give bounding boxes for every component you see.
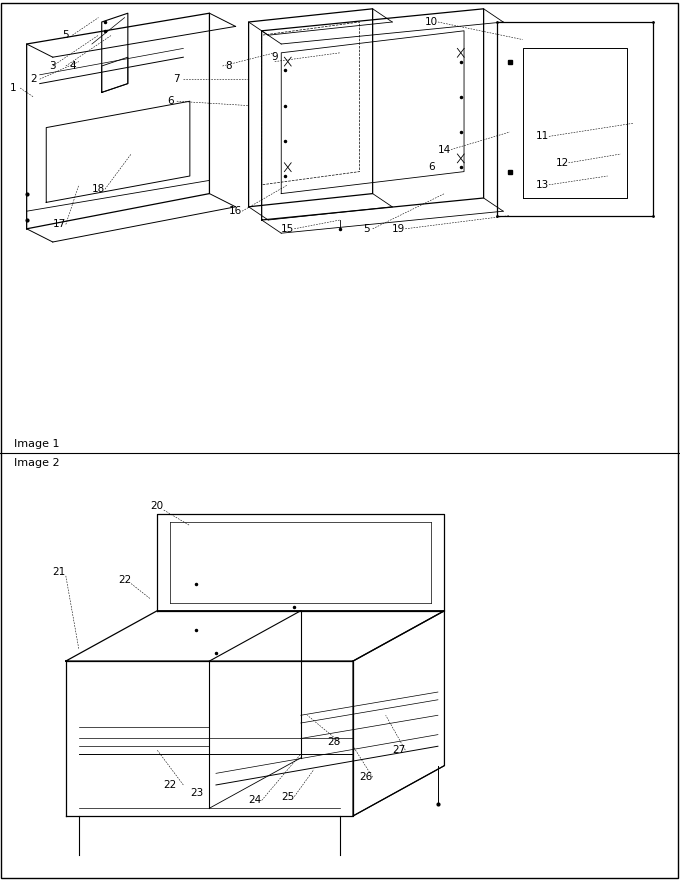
Text: 27: 27 <box>392 745 405 755</box>
Text: 12: 12 <box>556 158 568 168</box>
Text: 9: 9 <box>271 52 278 62</box>
Text: 13: 13 <box>536 180 549 190</box>
Text: 24: 24 <box>248 796 262 805</box>
Text: 28: 28 <box>327 737 340 747</box>
Text: 25: 25 <box>281 792 294 802</box>
Text: 17: 17 <box>52 219 66 230</box>
Text: 6: 6 <box>428 162 435 172</box>
Text: 14: 14 <box>438 144 451 155</box>
Text: 21: 21 <box>52 567 66 577</box>
Text: 8: 8 <box>226 61 233 71</box>
Text: 4: 4 <box>69 61 75 71</box>
Text: 16: 16 <box>229 206 242 216</box>
Text: 5: 5 <box>363 224 369 234</box>
Text: 2: 2 <box>30 74 37 84</box>
Text: 1: 1 <box>10 83 17 93</box>
Text: Image 2: Image 2 <box>14 458 59 467</box>
Text: 11: 11 <box>536 131 549 142</box>
Text: 22: 22 <box>164 780 177 790</box>
Text: 19: 19 <box>392 224 405 234</box>
Text: 23: 23 <box>190 788 203 797</box>
Text: 6: 6 <box>167 96 173 106</box>
Text: 20: 20 <box>151 502 164 511</box>
Text: 18: 18 <box>92 184 105 194</box>
Text: 10: 10 <box>425 17 438 27</box>
Text: 7: 7 <box>173 74 180 84</box>
Text: 15: 15 <box>281 224 294 234</box>
Text: 5: 5 <box>63 30 69 40</box>
Text: Image 1: Image 1 <box>14 439 59 449</box>
Text: 26: 26 <box>360 773 373 782</box>
Text: 3: 3 <box>50 61 56 71</box>
Text: 22: 22 <box>118 575 131 584</box>
